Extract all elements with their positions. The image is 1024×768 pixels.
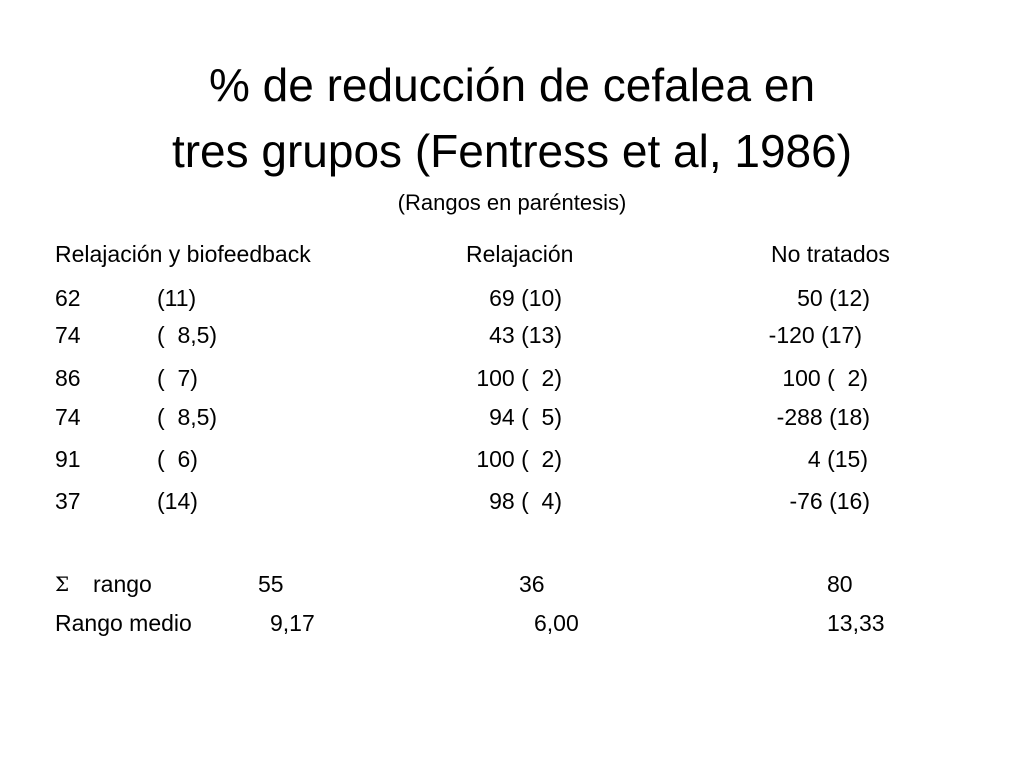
row-2-g1-rank: ( 8,5) [157,322,218,348]
mean-rank-g1: 9,17 [270,610,315,636]
slide-subtitle: (Rangos en paréntesis) [397,190,627,215]
mean-rank-g2: 6,00 [534,610,579,636]
sigma-symbol: Σ [55,572,70,596]
row-3-g3: 100 ( 2) [782,365,868,391]
row-4-g1-rank: ( 8,5) [157,404,218,430]
row-3-g1-rank: ( 7) [157,365,198,391]
row-6-g2: 98 ( 4) [489,488,562,514]
row-2-g1-value: 74 [55,322,81,348]
row-6-g1-value: 37 [55,488,81,514]
title-line-1: % de reducción de cefalea en [208,59,816,111]
title-line-2: tres grupos (Fentress et al, 1986) [171,125,853,177]
sum-rank-label: rango [93,571,152,597]
row-5-g3: 4 (15) [807,446,868,472]
sum-rank-g1: 55 [258,571,284,597]
row-1-g1-value: 62 [55,285,81,311]
row-2-g2: 43 (13) [489,322,562,348]
row-3-g1-value: 86 [55,365,81,391]
row-1-g2: 69 (10) [489,285,562,311]
row-5-g1-value: 91 [55,446,81,472]
header-relajacion: Relajación [466,241,574,267]
header-no-tratados: No tratados [771,241,890,267]
row-2-g3: -120 (17) [768,322,862,348]
row-3-g2: 100 ( 2) [476,365,562,391]
mean-rank-g3: 13,33 [827,610,885,636]
row-5-g2: 100 ( 2) [476,446,562,472]
mean-rank-label: Rango medio [55,610,192,636]
row-4-g3: -288 (18) [776,404,870,430]
row-1-g1-rank: (11) [157,285,197,311]
row-4-g2: 94 ( 5) [489,404,562,430]
header-relajacion-biofeedback: Relajación y biofeedback [55,241,311,267]
row-5-g1-rank: ( 6) [157,446,198,472]
row-4-g1-value: 74 [55,404,81,430]
row-6-g1-rank: (14) [157,488,198,514]
slide-title: % de reducción de cefalea en tres grupos… [0,52,1024,184]
row-1-g3: 50 (12) [797,285,870,311]
sum-rank-g2: 36 [519,571,545,597]
sum-rank-g3: 80 [827,571,853,597]
row-6-g3: -76 (16) [789,488,870,514]
